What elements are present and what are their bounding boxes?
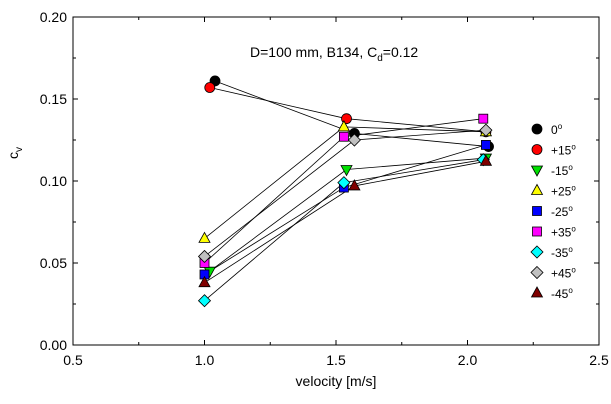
x-tick-label: 1.5 — [326, 352, 346, 368]
legend-label: +15o — [551, 143, 576, 158]
legend-label-text: -15 — [551, 164, 569, 178]
data-point — [479, 154, 493, 166]
y-axis-label-subscript: v — [14, 147, 25, 152]
legend-label-text: +45 — [551, 267, 572, 281]
legend-label: 0o — [551, 122, 563, 137]
data-point — [337, 176, 351, 190]
legend-label: -45o — [551, 286, 573, 301]
legend-label: +45o — [551, 266, 576, 281]
legend-label-text: +25 — [551, 185, 572, 199]
chart-annotation-subscript: d — [377, 53, 383, 64]
y-axis-label: cv — [5, 147, 25, 159]
legend-marker — [530, 265, 544, 280]
legend-marker — [530, 245, 544, 259]
legend-label: -15o — [551, 163, 573, 178]
legend-label: -35o — [551, 245, 573, 260]
legend-degree-mark: o — [568, 286, 573, 295]
legend-label-text: -45 — [551, 287, 569, 301]
data-point — [340, 165, 353, 177]
chart-annotation: D=100 mm, B134, Cd=0.12 — [250, 44, 418, 64]
legend-marker — [532, 206, 542, 216]
x-axis-ticks: 0.5 1.0 1.5 2.0 2.5 — [63, 17, 609, 368]
legend-degree-mark: o — [571, 184, 576, 193]
data-point — [197, 294, 212, 308]
legend-label: +35o — [551, 225, 576, 240]
x-tick-label: 1.0 — [195, 352, 215, 368]
series-line — [204, 129, 486, 257]
data-point — [338, 131, 349, 142]
data-point — [478, 113, 489, 124]
x-tick-label: 2.0 — [458, 352, 478, 368]
y-tick-label: 0.10 — [40, 173, 67, 189]
legend-marker — [531, 144, 543, 155]
y-tick-label: 0.00 — [40, 337, 67, 353]
data-point — [198, 275, 211, 288]
legend-degree-mark: o — [571, 143, 576, 152]
series-markers — [197, 75, 494, 308]
data-point — [198, 231, 211, 243]
y-tick-label: 0.05 — [40, 255, 67, 271]
legend-degree-mark: o — [568, 204, 573, 213]
legend-degree-mark: o — [568, 163, 573, 172]
y-axis-ticks: 0.00 0.05 0.10 0.15 0.20 — [40, 9, 599, 353]
data-point — [337, 120, 351, 132]
data-point — [204, 82, 216, 93]
y-axis-label-main: c — [5, 152, 21, 159]
x-axis-label: velocity [m/s] — [296, 373, 377, 389]
legend-label: +25o — [551, 184, 576, 199]
legend-label-text: -25 — [551, 205, 569, 219]
chart-annotation-suffix: =0.12 — [383, 44, 419, 60]
legend-marker — [531, 123, 543, 135]
legend-label-text: +35 — [551, 226, 572, 240]
legend-degree-mark: o — [571, 225, 576, 234]
chart-annotation-prefix: D=100 mm, B134, C — [250, 44, 377, 60]
data-point — [197, 249, 212, 264]
y-tick-label: 0.15 — [40, 91, 67, 107]
legend-marker — [532, 226, 542, 237]
legend: 0o+15o-15o+25o-25o+35o-35o+45o-45o — [530, 122, 576, 301]
legend-degree-mark: o — [568, 245, 573, 254]
legend-marker — [530, 183, 544, 195]
legend-degree-mark: o — [571, 266, 576, 275]
legend-label-text: -35 — [551, 246, 569, 260]
data-point — [348, 179, 361, 191]
x-tick-label: 2.5 — [589, 352, 609, 368]
legend-label-text: 0 — [551, 123, 558, 137]
data-point — [481, 140, 491, 150]
plot-frame — [72, 16, 600, 346]
series-line — [209, 157, 486, 272]
data-point — [347, 133, 361, 147]
legend-degree-mark: o — [558, 122, 563, 131]
legend-marker — [530, 165, 544, 177]
x-tick-label: 0.5 — [63, 352, 83, 368]
legend-label-text: +15 — [551, 144, 572, 158]
y-tick-label: 0.20 — [40, 9, 67, 25]
legend-marker — [530, 286, 544, 298]
legend-label: -25o — [551, 204, 573, 219]
data-point — [479, 123, 493, 137]
